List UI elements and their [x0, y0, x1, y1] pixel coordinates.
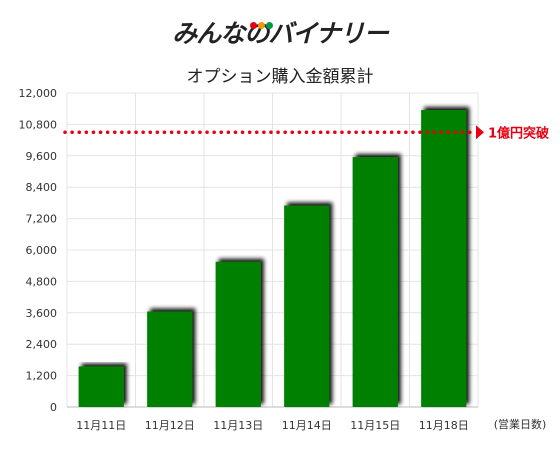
- x-tick-label: 11月18日: [419, 419, 469, 432]
- bar: [147, 311, 193, 407]
- logo: みんなのバイナリー: [0, 8, 560, 48]
- logo-text: みんなのバイナリー: [172, 19, 389, 48]
- x-axis: 11月11日 11月12日 11月13日 11月14日 11月15日 11月18日: [76, 419, 469, 432]
- y-tick-label: 0: [50, 401, 57, 414]
- y-tick-label: 4,800: [26, 275, 58, 288]
- x-tick-label: 11月11日: [76, 419, 126, 432]
- x-axis-label: (営業日数): [494, 417, 547, 431]
- x-tick-label: 11月12日: [145, 419, 195, 432]
- y-tick-label: 12,000: [19, 87, 58, 100]
- bar: [215, 261, 261, 407]
- threshold: 1億円突破: [63, 125, 549, 141]
- threshold-arrow-icon: [476, 125, 484, 140]
- y-tick-label: 6,000: [26, 244, 58, 257]
- y-tick-label: 2,400: [26, 338, 58, 351]
- bar: [421, 110, 467, 407]
- grid: [66, 92, 479, 408]
- threshold-label: 1億円突破: [488, 125, 549, 141]
- y-tick-label: 3,600: [26, 307, 58, 320]
- y-tick-label: 10,800: [19, 118, 58, 131]
- x-tick-label: 11月14日: [282, 419, 332, 432]
- y-tick-label: 1,200: [26, 370, 58, 383]
- x-tick-label: 11月15日: [350, 419, 400, 432]
- bar: [284, 205, 330, 407]
- logo-dot-red: [250, 22, 257, 29]
- logo-dot-green: [266, 22, 273, 29]
- y-axis: 0 1,200 2,400 3,600 4,800 6,000 7,200 8,400 9,60…: [19, 87, 58, 414]
- x-tick-label: 11月13日: [213, 419, 263, 432]
- y-tick-label: 7,200: [26, 213, 58, 226]
- y-tick-label: 9,600: [26, 150, 58, 163]
- logo-dot-orange: [258, 22, 265, 29]
- bar: [352, 157, 398, 407]
- bar: [78, 366, 124, 407]
- bars: [78, 110, 467, 407]
- y-tick-label: 8,400: [26, 181, 58, 194]
- logo-dots: [250, 14, 274, 33]
- chart-title: オプション購入金額累計: [186, 67, 374, 87]
